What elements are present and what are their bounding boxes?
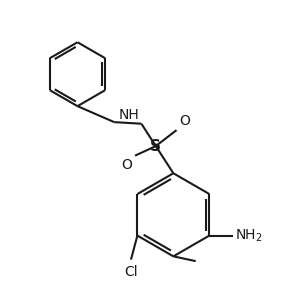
Text: O: O bbox=[179, 114, 190, 127]
Text: O: O bbox=[122, 158, 132, 172]
Text: S: S bbox=[150, 139, 161, 153]
Text: NH$_2$: NH$_2$ bbox=[235, 227, 263, 244]
Text: NH: NH bbox=[119, 108, 140, 122]
Text: Cl: Cl bbox=[124, 265, 138, 279]
